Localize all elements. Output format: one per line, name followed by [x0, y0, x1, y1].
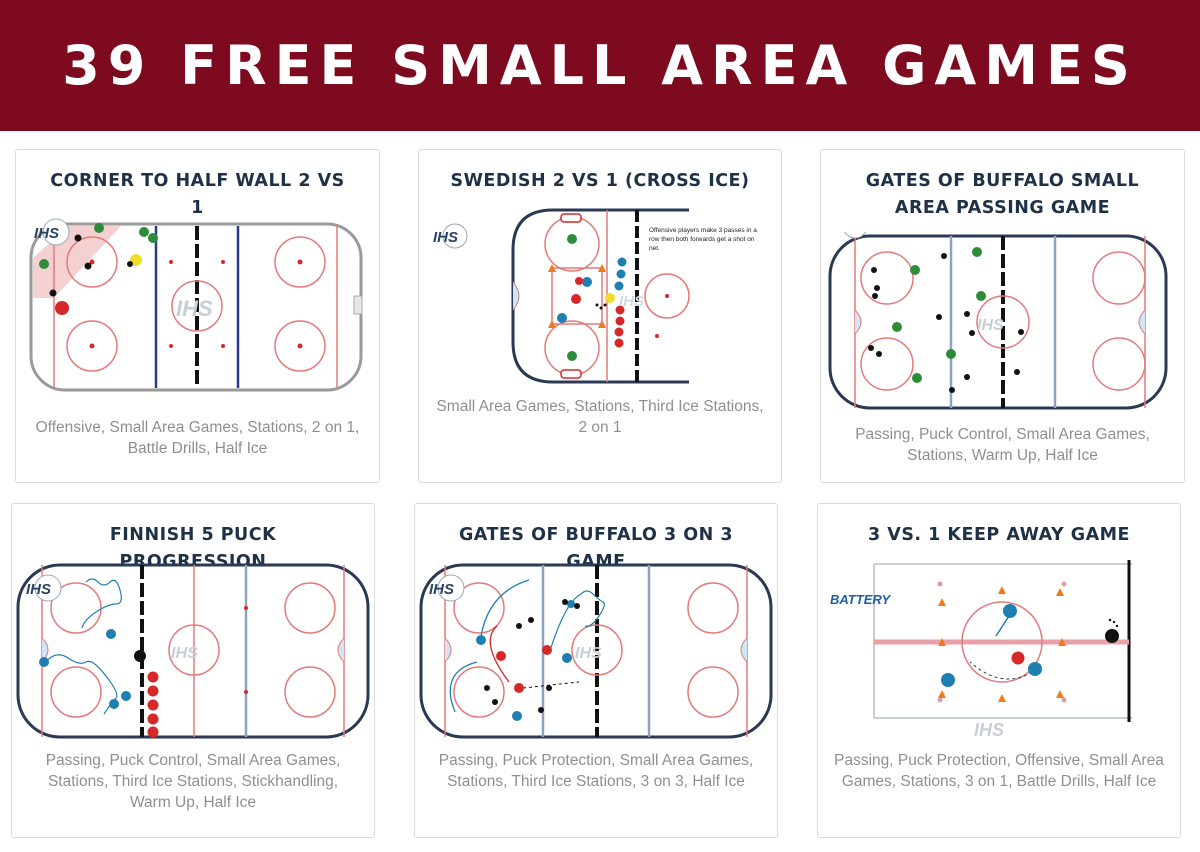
svg-text:IHS: IHS: [977, 317, 1004, 334]
page-title: 39 FREE SMALL AREA GAMES: [62, 34, 1138, 97]
drill-diagram: IHS IHS: [29, 218, 363, 392]
svg-text:IHS: IHS: [171, 645, 198, 662]
drill-diagram: IHS IHS: [16, 563, 370, 739]
svg-text:IHS: IHS: [836, 232, 860, 234]
svg-text:IHS: IHS: [619, 293, 644, 310]
drill-diagram: IHS IHS Offensive players make 3 passes …: [433, 208, 757, 384]
svg-text:IHS: IHS: [26, 581, 51, 598]
game-card-finnish-5-puck[interactable]: FINNISH 5 PUCK PROGRESSION IHS IHS Passi…: [11, 503, 375, 838]
game-card-gates-of-buffalo-3-on-3[interactable]: GATES OF BUFFALO 3 ON 3 GAME IHS IHS Pas…: [414, 503, 778, 838]
game-title[interactable]: SWEDISH 2 VS 1 (CROSS ICE): [450, 171, 750, 191]
game-card-swedish-2-vs-1[interactable]: SWEDISH 2 VS 1 (CROSS ICE) IHS IHS Offen…: [418, 149, 782, 483]
drill-note: Offensive players make 3 passes in a row…: [649, 227, 757, 252]
game-tags: Passing, Puck Control, Small Area Games,…: [855, 426, 1150, 464]
svg-text:IHS: IHS: [176, 296, 213, 321]
game-card-gates-of-buffalo-passing[interactable]: GATES OF BUFFALO SMALL AREA PASSING GAME…: [820, 149, 1185, 483]
svg-text:BATTERY: BATTERY: [830, 592, 892, 607]
game-title[interactable]: GATES OF BUFFALO SMALL AREA PASSING GAME: [865, 171, 1140, 218]
game-tags: Small Area Games, Stations, Third Ice St…: [436, 398, 764, 436]
game-card-3-vs-1-keep-away[interactable]: 3 VS. 1 KEEP AWAY GAME BATTERY IHS Passi…: [817, 503, 1181, 838]
svg-text:IHS: IHS: [974, 720, 1004, 740]
svg-text:IHS: IHS: [429, 581, 454, 598]
drill-diagram: IHS IHS: [828, 232, 1168, 410]
game-tags: Passing, Puck Protection, Small Area Gam…: [438, 752, 754, 790]
game-title[interactable]: CORNER TO HALF WALL 2 VS 1: [50, 171, 345, 218]
svg-text:IHS: IHS: [575, 645, 602, 662]
svg-text:IHS: IHS: [34, 225, 59, 242]
game-tags: Offensive, Small Area Games, Stations, 2…: [35, 419, 360, 457]
game-card-corner-to-half-wall[interactable]: CORNER TO HALF WALL 2 VS 1 IHS IHS Offen…: [15, 149, 380, 483]
drill-diagram: BATTERY IHS: [830, 560, 1132, 740]
svg-text:IHS: IHS: [433, 229, 458, 246]
game-title[interactable]: 3 VS. 1 KEEP AWAY GAME: [868, 525, 1130, 545]
drill-diagram: IHS IHS: [419, 563, 773, 739]
game-tags: Passing, Puck Control, Small Area Games,…: [45, 752, 341, 811]
header-banner: 39 FREE SMALL AREA GAMES: [0, 0, 1200, 131]
game-tags: Passing, Puck Protection, Offensive, Sma…: [834, 752, 1164, 790]
